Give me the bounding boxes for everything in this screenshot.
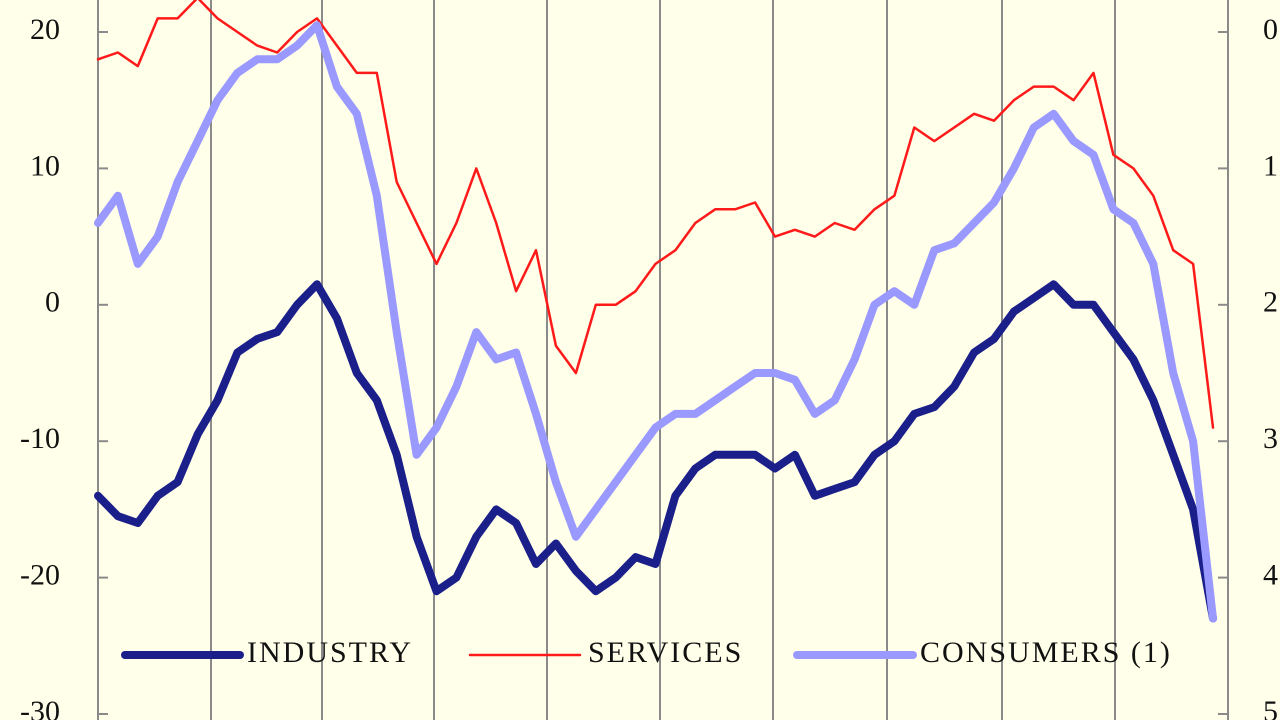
y2-tick-label: 2 xyxy=(1263,286,1278,319)
y2-tick-label: 3 xyxy=(1263,422,1278,455)
legend-label: INDUSTRY xyxy=(247,636,413,669)
y-tick-label: 10 xyxy=(30,149,60,182)
series-line xyxy=(94,21,1217,623)
legend-label: CONSUMERS (1) xyxy=(920,636,1172,669)
y2-tick-label: 4 xyxy=(1263,558,1278,591)
series-line xyxy=(96,0,1215,429)
y-tick-label: 20 xyxy=(30,13,60,46)
y-tick-label: -10 xyxy=(20,422,60,455)
y-tick-label: 0 xyxy=(45,286,60,319)
legend-label: SERVICES xyxy=(588,636,743,669)
y2-tick-label: 1 xyxy=(1263,149,1278,182)
vertical-grid xyxy=(97,0,1229,720)
y2-tick-label: 5 xyxy=(1263,695,1278,720)
y2-tick-label: 0 xyxy=(1263,13,1278,46)
y-tick-label: -30 xyxy=(20,695,60,720)
y-tick-label: -20 xyxy=(20,558,60,591)
series-line xyxy=(94,280,1217,623)
